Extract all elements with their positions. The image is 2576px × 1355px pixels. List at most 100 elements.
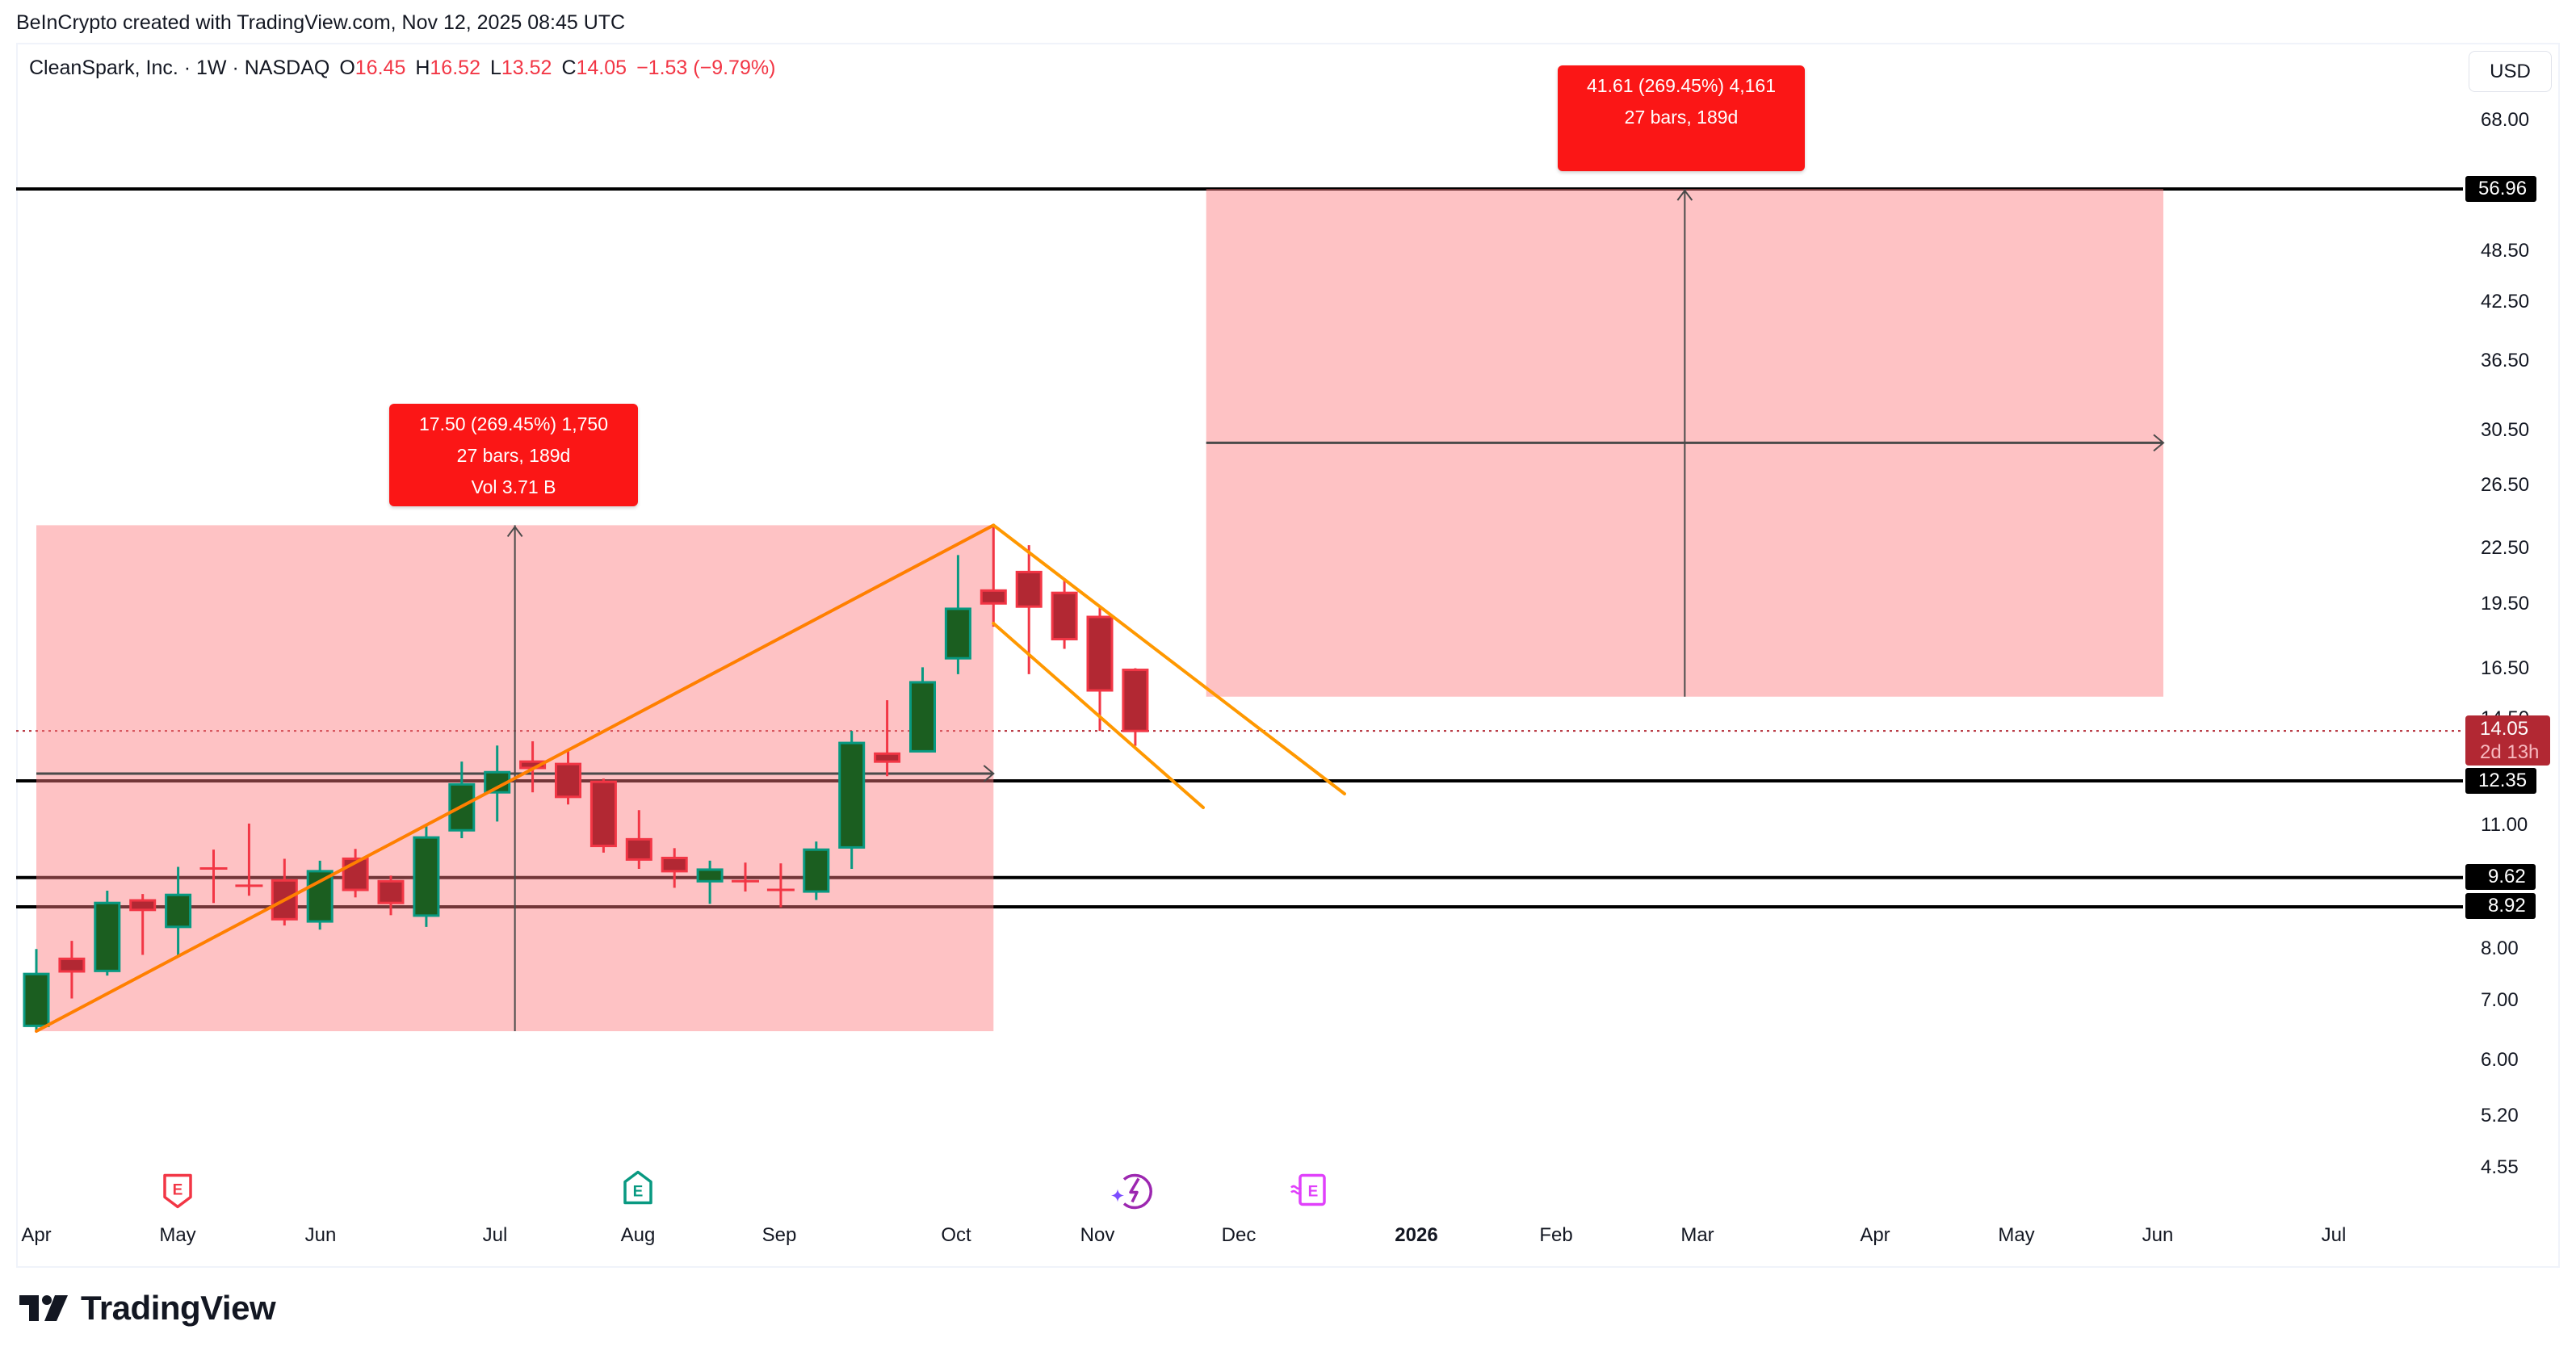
price-tick: 11.00 bbox=[2481, 814, 2528, 836]
time-tick: May bbox=[159, 1224, 196, 1246]
rising-trendline[interactable] bbox=[35, 523, 996, 1033]
time-tick: Jul bbox=[482, 1224, 508, 1246]
candle-up[interactable] bbox=[306, 870, 334, 923]
time-tick: Oct bbox=[941, 1224, 971, 1246]
price-tick: 6.00 bbox=[2481, 1049, 2519, 1071]
earnings-icon-green[interactable]: E bbox=[622, 1170, 654, 1210]
candle-down[interactable] bbox=[377, 879, 405, 904]
measurement-volume: Vol 3.71 B bbox=[471, 476, 556, 497]
candle-up[interactable] bbox=[23, 972, 50, 1027]
svg-text:E: E bbox=[633, 1184, 644, 1201]
high-value: 16.52 bbox=[430, 57, 480, 79]
candle-down[interactable] bbox=[1015, 570, 1043, 608]
candle-up[interactable] bbox=[838, 741, 866, 849]
candle-up[interactable] bbox=[94, 901, 121, 972]
time-tick: Nov bbox=[1080, 1224, 1115, 1246]
candle-up[interactable] bbox=[944, 607, 971, 660]
candle-down[interactable] bbox=[661, 856, 688, 873]
chart-frame bbox=[16, 43, 2560, 1268]
candle-down[interactable] bbox=[1051, 591, 1078, 640]
measurement-price-change: 41.61 (269.45%) 4,161 bbox=[1586, 75, 1776, 96]
price-tick: 36.50 bbox=[2481, 350, 2530, 371]
time-tick: Feb bbox=[1539, 1224, 1573, 1246]
time-tick: Mar bbox=[1680, 1224, 1714, 1246]
tradingview-logo[interactable]: TradingView bbox=[19, 1289, 276, 1328]
level-tag-support-2: 9.62 bbox=[2465, 864, 2536, 890]
time-tick: Jun bbox=[2142, 1224, 2174, 1246]
price-tick: 30.50 bbox=[2481, 419, 2530, 441]
low-label: L bbox=[489, 57, 501, 79]
candle-down[interactable] bbox=[1122, 669, 1149, 732]
time-tick: Aug bbox=[620, 1224, 656, 1246]
candle-down[interactable] bbox=[980, 589, 1007, 605]
level-tag-resistance: 56.96 bbox=[2465, 176, 2537, 202]
svg-text:E: E bbox=[1308, 1184, 1319, 1201]
candle-up[interactable] bbox=[803, 848, 830, 893]
time-tick: May bbox=[1998, 1224, 2035, 1246]
falling-channel-lower[interactable] bbox=[992, 622, 1205, 809]
close-value: 14.05 bbox=[576, 57, 627, 79]
measurement-price-change: 17.50 (269.45%) 1,750 bbox=[418, 413, 608, 434]
measurement-bars: 27 bars, 189d bbox=[1624, 107, 1739, 128]
high-label: H bbox=[415, 57, 430, 79]
last-price-tag: 14.05 2d 13h bbox=[2465, 715, 2551, 766]
symbol-title[interactable]: CleanSpark, Inc. · 1W · NASDAQ bbox=[29, 57, 330, 79]
price-tick: 68.00 bbox=[2481, 109, 2530, 131]
close-label: C bbox=[561, 57, 577, 79]
time-tick: Apr bbox=[21, 1224, 52, 1246]
price-tick: 22.50 bbox=[2481, 537, 2530, 559]
currency-button[interactable]: USD bbox=[2469, 51, 2552, 92]
price-tick: 42.50 bbox=[2481, 291, 2530, 313]
candle-up[interactable] bbox=[909, 681, 936, 753]
change-value: −1.53 (−9.79%) bbox=[636, 57, 776, 79]
time-tick: Dec bbox=[1221, 1224, 1257, 1246]
candle-down[interactable] bbox=[129, 899, 157, 912]
candle-up[interactable] bbox=[413, 836, 440, 917]
bar-countdown: 2d 13h bbox=[2480, 741, 2540, 763]
open-label: O bbox=[339, 57, 355, 79]
price-tick: 7.00 bbox=[2481, 989, 2519, 1011]
falling-channel-upper[interactable] bbox=[992, 523, 1346, 795]
price-tick: 16.50 bbox=[2481, 657, 2530, 679]
lightning-event-icon[interactable] bbox=[1108, 1172, 1153, 1214]
candle-down[interactable] bbox=[589, 780, 617, 848]
price-tick: 26.50 bbox=[2481, 474, 2530, 496]
level-tag-support-1: 12.35 bbox=[2465, 768, 2537, 794]
price-tick: 5.20 bbox=[2481, 1105, 2519, 1126]
measurement-label-2[interactable]: 41.61 (269.45%) 4,161 27 bars, 189d bbox=[1558, 65, 1805, 171]
earnings-icon-red[interactable]: E bbox=[162, 1173, 194, 1213]
arrow-head-icon bbox=[1676, 189, 1693, 201]
candle-down[interactable] bbox=[555, 762, 581, 799]
level-tag-support-3: 8.92 bbox=[2465, 893, 2536, 919]
candle-down[interactable] bbox=[342, 857, 369, 891]
time-tick: Sep bbox=[761, 1224, 797, 1246]
time-tick: Jun bbox=[304, 1224, 337, 1246]
price-tick: 4.55 bbox=[2481, 1156, 2519, 1178]
time-tick-year: 2026 bbox=[1395, 1224, 1438, 1246]
measurement-bars: 27 bars, 189d bbox=[456, 445, 571, 466]
candle-down[interactable] bbox=[874, 752, 901, 763]
time-tick: Jul bbox=[2321, 1224, 2347, 1246]
low-value: 13.52 bbox=[501, 57, 552, 79]
earnings-estimate-icon[interactable]: E bbox=[1289, 1173, 1328, 1213]
arrow-head-icon bbox=[2153, 434, 2165, 452]
price-tick: 19.50 bbox=[2481, 593, 2530, 615]
measurement-label-1[interactable]: 17.50 (269.45%) 1,750 27 bars, 189d Vol … bbox=[389, 404, 638, 506]
arrow-head-icon bbox=[506, 525, 523, 538]
price-tick: 8.00 bbox=[2481, 938, 2519, 959]
candle-up[interactable] bbox=[696, 868, 724, 883]
svg-text:E: E bbox=[173, 1182, 183, 1199]
price-tick: 48.50 bbox=[2481, 240, 2530, 262]
candle-up[interactable] bbox=[165, 893, 192, 929]
candle-down[interactable] bbox=[625, 837, 652, 861]
tradingview-logo-icon bbox=[19, 1295, 68, 1321]
candle-down[interactable] bbox=[58, 957, 86, 973]
attribution-text: BeInCrypto created with TradingView.com,… bbox=[16, 11, 626, 34]
arrow-head-icon bbox=[983, 765, 995, 782]
time-tick: Apr bbox=[1860, 1224, 1890, 1246]
open-value: 16.45 bbox=[355, 57, 406, 79]
candle-down[interactable] bbox=[1086, 615, 1114, 692]
tradingview-logo-text: TradingView bbox=[81, 1289, 276, 1327]
